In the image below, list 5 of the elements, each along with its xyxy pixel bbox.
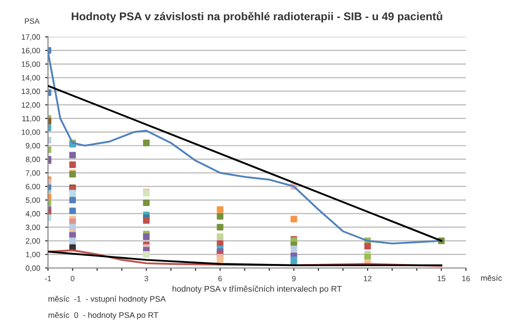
text: měsíc -1 - vstupní hodnoty PSA: [48, 296, 166, 304]
chart-title: Hodnoty PSA v závislosti na proběhlé radioterapii - SIB - u 49 pacientů: [72, 11, 442, 22]
text: měsíc: [481, 274, 502, 281]
text: měsíc 0 - hodnoty PSA po RT: [48, 312, 158, 320]
x-axis-title: hodnoty PSA v tříměsíčních intervalech po RT: [172, 286, 342, 294]
